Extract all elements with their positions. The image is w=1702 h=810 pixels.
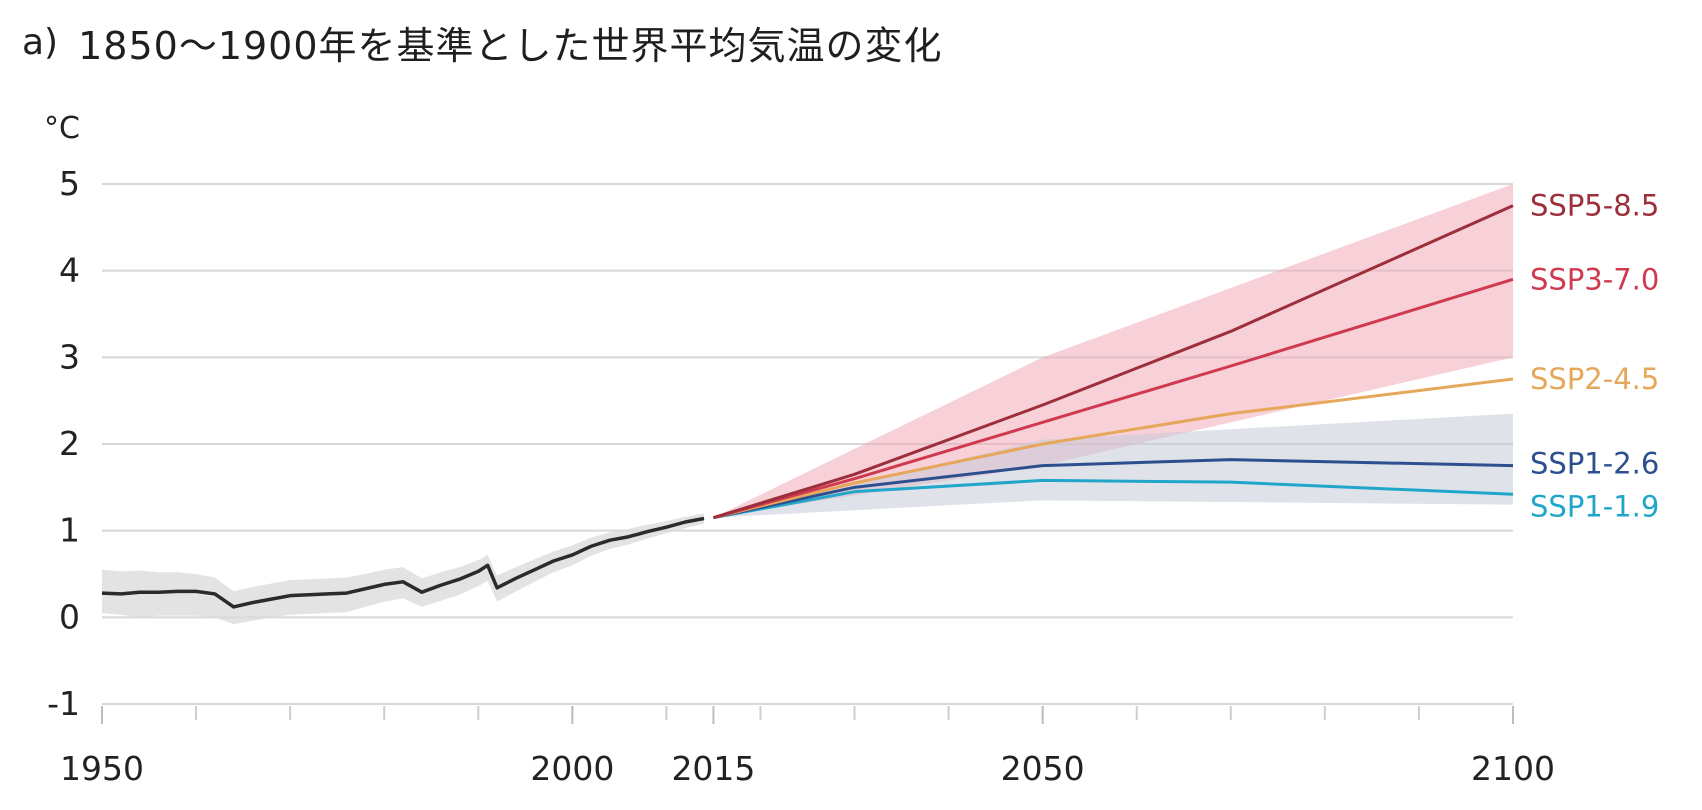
y-axis-unit-label: °C (44, 111, 80, 146)
axis-layer: -1 0 1 2 3 4 5 1950 2000 2015 2050 2100 (47, 164, 1555, 788)
series-line (713, 458, 1514, 520)
x-tick-label: 2050 (1001, 749, 1085, 788)
series-line (713, 277, 1514, 520)
y-tick-label: 2 (59, 424, 80, 463)
series-line (713, 377, 1514, 520)
y-tick-label: 5 (59, 164, 80, 203)
series-label: SSP2-4.5 (1530, 362, 1659, 396)
y-tick-label: 3 (59, 337, 80, 376)
series-label: SSP1-2.6 (1530, 447, 1659, 481)
historical-band (102, 513, 705, 625)
y-tick-label: 0 (59, 597, 80, 636)
x-tick-label: 1950 (60, 749, 144, 788)
projection-band (713, 413, 1513, 518)
series-label: SSP5-8.5 (1530, 189, 1659, 223)
y-tick-label: 4 (59, 251, 80, 290)
x-tick-label: 2100 (1471, 749, 1555, 788)
chart-title: 1850～1900年を基準とした世界平均気温の変化 (78, 23, 943, 68)
panel-label: a) (22, 21, 59, 63)
series-line (713, 478, 1514, 520)
title-row: a) 1850～1900年を基準とした世界平均気温の変化 (22, 12, 943, 72)
projection-band (713, 184, 1513, 518)
band-layer (102, 184, 1513, 625)
y-tick-label: 1 (59, 511, 80, 550)
y-tick-label: -1 (47, 684, 80, 723)
series-label: SSP3-7.0 (1530, 262, 1659, 296)
series-label: SSP1-1.9 (1530, 489, 1659, 523)
series-line (712, 204, 1514, 520)
x-tick-label: 2015 (671, 749, 755, 788)
label-layer: SSP5-8.5 SSP3-7.0 SSP2-4.5 SSP1-2.6 SSP1-1.9 (1530, 189, 1659, 524)
line-layer (101, 204, 1514, 609)
x-tick-label: 2000 (530, 749, 614, 788)
historical-line (101, 516, 705, 609)
